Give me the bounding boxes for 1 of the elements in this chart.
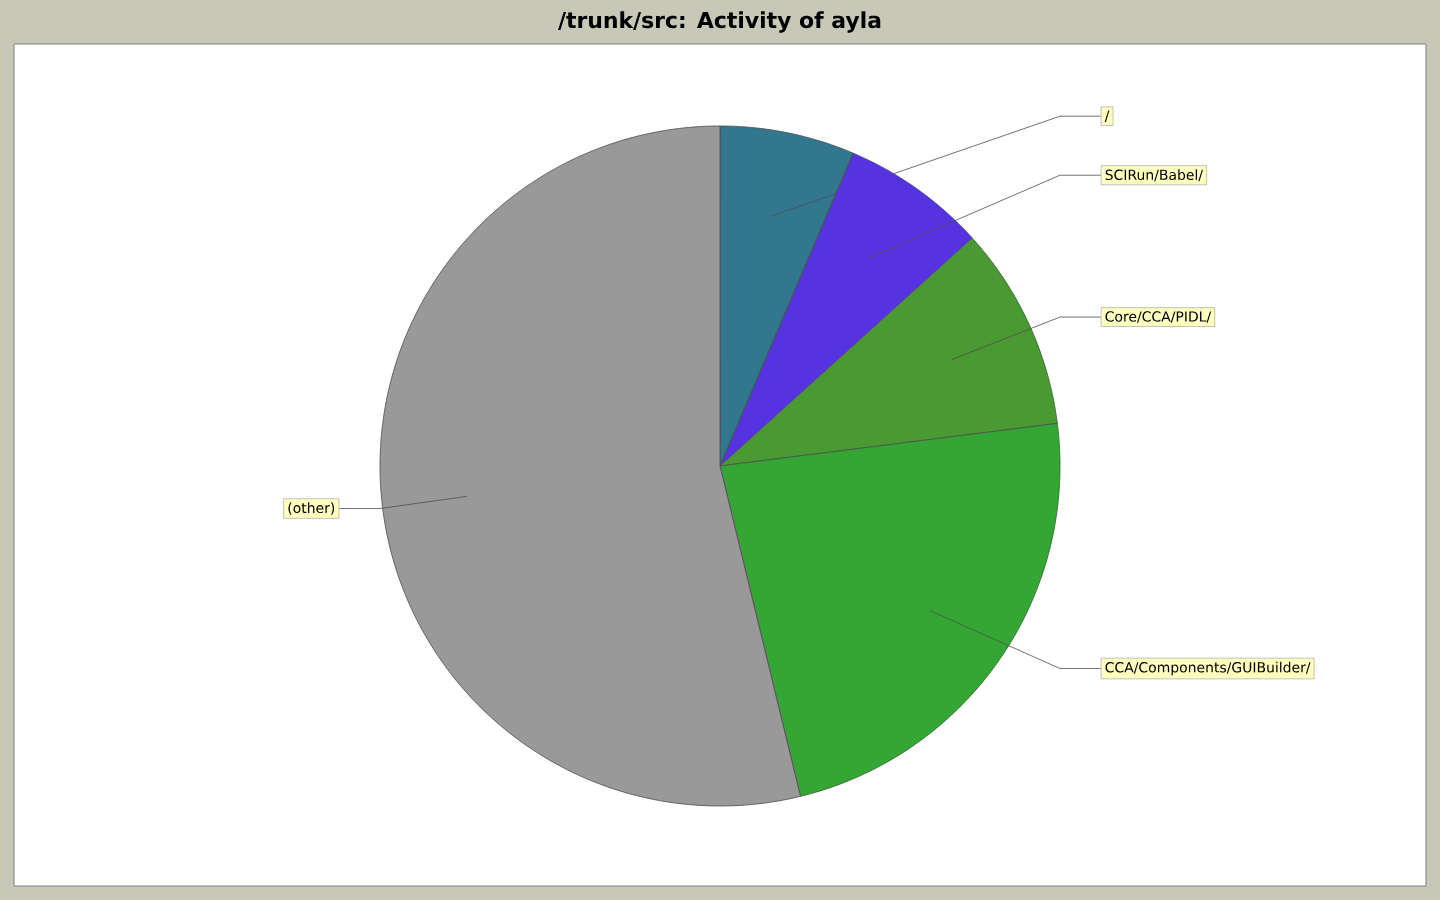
chart-title: /trunk/src: Activity of ayla (558, 11, 881, 33)
